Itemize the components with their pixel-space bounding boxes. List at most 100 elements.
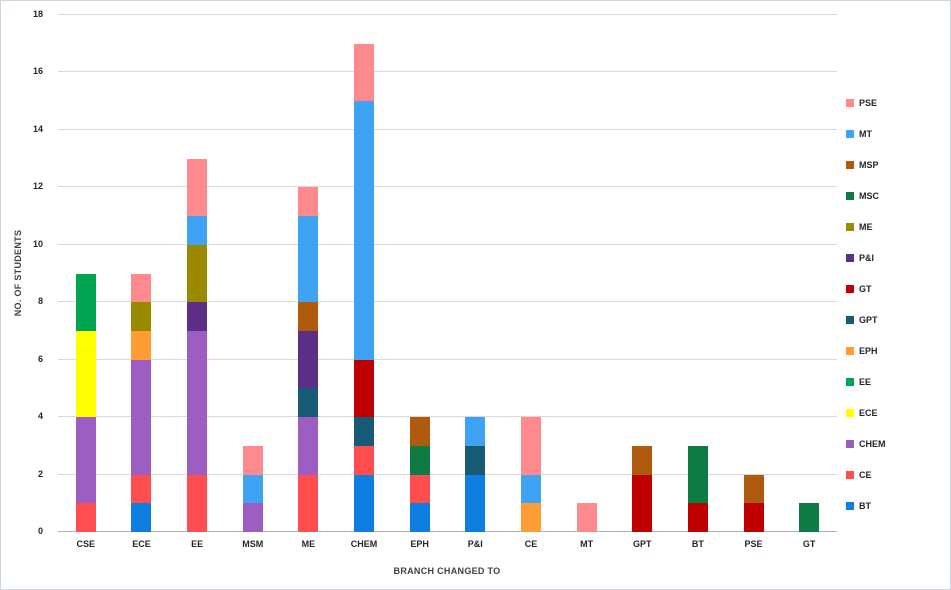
- y-tick-label: 12: [32, 181, 43, 192]
- legend-label-EE: EE: [859, 376, 872, 387]
- x-tick-label-EE: EE: [191, 539, 204, 549]
- legend-item-GT: GT: [846, 273, 886, 304]
- legend-swatch-GPT: [846, 315, 854, 324]
- legend-swatch-CE: [846, 470, 854, 479]
- bar-segment-GPT-MSP: [632, 445, 653, 475]
- bar-segment-EE-CHEM: [187, 330, 208, 475]
- legend-label-GPT: GPT: [859, 314, 878, 325]
- gridline: [58, 128, 837, 130]
- bar-segment-CE-MT: [520, 474, 541, 504]
- x-tick-label-ME: ME: [301, 539, 316, 549]
- legend-item-MSC: MSC: [846, 180, 886, 211]
- bar-segment-MSM-CHEM: [242, 503, 263, 532]
- y-tick-label: 16: [32, 66, 43, 77]
- x-tick-label-EPH: EPH: [410, 539, 429, 549]
- legend-swatch-GT: [846, 284, 854, 293]
- y-tick-label: 4: [37, 411, 43, 422]
- legend-swatch-EE: [846, 377, 854, 386]
- bar-segment-CHEM-MT: [354, 101, 375, 360]
- gridline: [58, 301, 837, 303]
- legend-item-MT: MT: [846, 118, 886, 149]
- legend-swatch-EPH: [846, 346, 854, 355]
- bar-segment-ME-P&I: [298, 330, 319, 389]
- legend-item-CE: CE: [846, 459, 886, 490]
- legend-label-ECE: ECE: [859, 407, 878, 418]
- bar-segment-PSE-MSP: [743, 474, 764, 504]
- legend-swatch-PSE: [846, 98, 854, 107]
- legend-label-P&I: P&I: [859, 252, 875, 263]
- gridline: [58, 358, 837, 360]
- x-tick-label-ECE: ECE: [132, 539, 151, 549]
- bar-segment-ECE-CHEM: [131, 359, 152, 475]
- bar-segment-ME-PSE: [298, 187, 319, 217]
- bar-segment-P&I-GPT: [465, 445, 486, 475]
- x-axis-title: BRANCH CHANGED TO: [393, 566, 501, 576]
- bar-segment-MSM-PSE: [242, 445, 263, 475]
- bar-segment-PSE-GT: [743, 503, 764, 532]
- bar-segment-ECE-CE: [131, 474, 152, 504]
- bar-segment-EPH-MSC: [409, 445, 430, 475]
- legend-label-MSP: MSP: [859, 159, 879, 170]
- bar-segment-BT-GT: [687, 503, 708, 532]
- legend-swatch-ECE: [846, 408, 854, 417]
- bar-segment-MSM-MT: [242, 474, 263, 504]
- bar-segment-EPH-CE: [409, 474, 430, 504]
- gridline: [58, 186, 837, 188]
- y-tick-label: 6: [37, 353, 43, 364]
- bar-segment-MT-PSE: [576, 503, 597, 532]
- plot-area: [58, 14, 837, 532]
- legend-swatch-MSC: [846, 191, 854, 200]
- x-tick-label-GPT: GPT: [632, 539, 652, 549]
- x-tick-label-MSM: MSM: [242, 539, 264, 549]
- bar-segment-EPH-MSP: [409, 417, 430, 446]
- legend-item-ECE: ECE: [846, 397, 886, 428]
- bar-segment-EE-MT: [187, 216, 208, 245]
- y-tick-label: 2: [37, 468, 43, 479]
- bar-segment-ECE-BT: [131, 503, 152, 532]
- bar-segment-ME-MT: [298, 216, 319, 303]
- x-tick-label-PSE: PSE: [744, 539, 763, 549]
- y-axis-tick-labels: 0 2 4 6 8 10 12 14 16 18: [1, 9, 51, 536]
- bar-segment-ECE-PSE: [131, 273, 152, 303]
- legend-item-PSE: PSE: [846, 87, 886, 118]
- bar-segment-BT-MSC: [687, 445, 708, 504]
- legend-label-CE: CE: [859, 469, 872, 480]
- bar-segment-CSE-CHEM: [75, 417, 96, 504]
- legend-label-CHEM: CHEM: [859, 438, 886, 449]
- y-tick-label: 8: [37, 296, 43, 307]
- bar-segment-EE-PSE: [187, 158, 208, 217]
- bar-segment-CSE-EE: [75, 273, 96, 331]
- x-axis-tick-labels: CSE ECE EE MSM ME CHEM EPH P&I CE MT GPT BT PSE GT: [58, 539, 837, 553]
- legend-label-BT: BT: [859, 500, 871, 511]
- legend-item-MSP: MSP: [846, 149, 886, 180]
- gridline: [58, 531, 837, 532]
- legend-label-MSC: MSC: [859, 190, 879, 201]
- bar-segment-CHEM-BT: [354, 474, 375, 532]
- legend-swatch-ME: [846, 222, 854, 231]
- legend-item-CHEM: CHEM: [846, 428, 886, 459]
- bar-segment-GT-MSC: [799, 503, 820, 532]
- bar-segment-CHEM-GT: [354, 359, 375, 418]
- x-tick-label-CHEM: CHEM: [350, 539, 378, 549]
- bar-segment-CHEM-PSE: [354, 43, 375, 102]
- bar-segment-GPT-GT: [632, 474, 653, 532]
- bar-segment-P&I-MT: [465, 417, 486, 446]
- bar-segment-P&I-BT: [465, 474, 486, 532]
- legend-label-MT: MT: [859, 128, 872, 139]
- bar-segment-ME-MSP: [298, 302, 319, 331]
- bar-segment-CHEM-GPT: [354, 417, 375, 446]
- bar-segment-EPH-BT: [409, 503, 430, 532]
- gridline: [58, 243, 837, 245]
- y-tick-label: 0: [37, 526, 43, 536]
- bar-segment-EE-P&I: [187, 302, 208, 331]
- bar-segment-ECE-EPH: [131, 330, 152, 360]
- gridline: [58, 473, 837, 475]
- legend-label-PSE: PSE: [859, 97, 878, 108]
- legend-swatch-MSP: [846, 160, 854, 169]
- x-tick-label-BT: BT: [691, 539, 704, 549]
- gridline: [58, 14, 837, 15]
- legend-label-GT: GT: [859, 283, 872, 294]
- legend-swatch-BT: [846, 501, 854, 510]
- legend-item-GPT: GPT: [846, 304, 886, 335]
